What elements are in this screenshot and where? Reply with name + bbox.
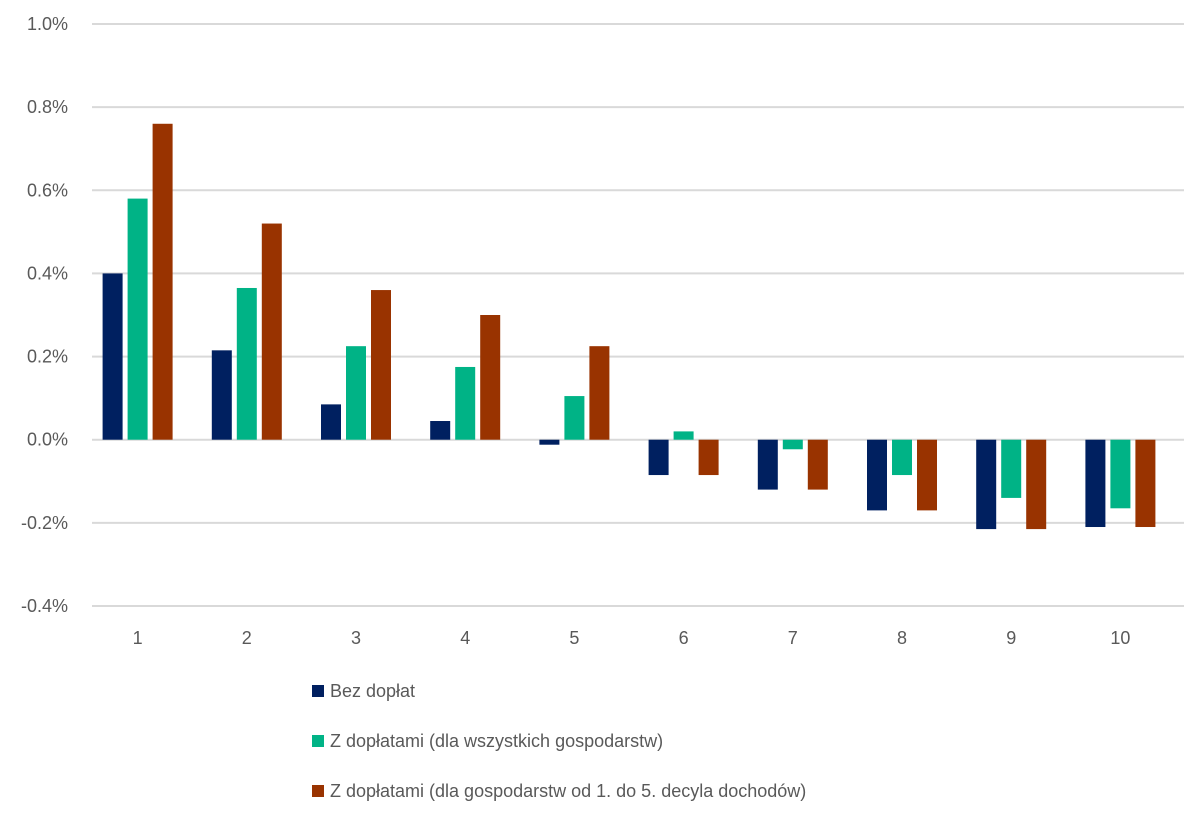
legend-label: Z dopłatami (dla gospodarstw od 1. do 5.… — [330, 780, 807, 801]
x-axis-ticks: 1 2 3 4 5 6 7 8 9 10 — [133, 628, 1131, 648]
bar-series-1-cat-3 — [321, 404, 341, 440]
x-tick-label: 3 — [351, 628, 361, 648]
bar-series-2-cat-6 — [673, 431, 694, 440]
x-tick-label: 5 — [569, 628, 579, 648]
legend-item-2: Z dopłatami (dla wszystkich gospodarstw) — [312, 728, 806, 754]
bar-series-2-cat-10 — [1110, 439, 1131, 509]
y-tick-label: 0.2% — [27, 347, 68, 367]
bar-series-3-cat-3 — [371, 290, 391, 440]
bar-series-1-cat-6 — [648, 439, 669, 476]
bar-series-3-cat-6 — [698, 439, 719, 476]
bar-series-1-cat-9 — [976, 439, 997, 530]
bar-series-2-cat-9 — [1001, 439, 1022, 498]
bar-series-1-cat-5 — [539, 439, 560, 445]
bar-series-3-cat-5 — [589, 346, 610, 440]
legend-swatch — [312, 785, 324, 797]
bar-series-2-cat-7 — [782, 439, 803, 450]
bar-series-2-cat-4 — [455, 366, 476, 440]
bar-chart: 1.0% 0.8% 0.6% 0.4% 0.2% 0.0% -0.2% -0.4% 1 2 3 4 5… — [21, 14, 1184, 648]
bar-series-3-cat-9 — [1026, 439, 1047, 530]
legend-swatch — [312, 685, 324, 697]
legend-swatch — [312, 735, 324, 747]
x-tick-label: 1 — [133, 628, 143, 648]
bar-series-3-cat-10 — [1135, 439, 1156, 528]
bar-series-2-cat-5 — [564, 396, 585, 440]
y-tick-label: 0.8% — [27, 97, 68, 117]
bar-series-3-cat-8 — [917, 439, 937, 511]
y-tick-label: 1.0% — [27, 14, 68, 34]
bar-series-1-cat-10 — [1085, 439, 1106, 528]
x-tick-label: 6 — [679, 628, 689, 648]
legend-item-1: Bez dopłat — [312, 678, 806, 704]
bar-series-1-cat-2 — [211, 350, 232, 440]
x-tick-label: 10 — [1110, 628, 1130, 648]
bar-series-2-cat-2 — [236, 287, 257, 440]
bar-series-2-cat-8 — [892, 439, 912, 476]
bar-series-2-cat-3 — [346, 346, 366, 440]
legend-item-3: Z dopłatami (dla gospodarstw od 1. do 5.… — [312, 778, 806, 804]
x-tick-label: 7 — [788, 628, 798, 648]
bar-series-3-cat-2 — [261, 223, 282, 440]
bars — [102, 123, 1156, 530]
legend: Bez dopłat Z dopłatami (dla wszystkich go… — [312, 678, 806, 828]
bar-series-3-cat-7 — [807, 439, 828, 490]
legend-label: Z dopłatami (dla wszystkich gospodarstw) — [330, 730, 664, 751]
bar-series-1-cat-4 — [430, 421, 451, 440]
y-tick-label: -0.2% — [21, 513, 68, 533]
y-tick-label: -0.4% — [21, 596, 68, 616]
x-tick-label: 2 — [242, 628, 252, 648]
x-tick-label: 8 — [897, 628, 907, 648]
bar-series-2-cat-1 — [127, 198, 148, 440]
bar-series-1-cat-1 — [102, 273, 123, 440]
bar-series-3-cat-4 — [480, 315, 501, 440]
bar-series-1-cat-8 — [867, 439, 887, 511]
y-axis-ticks: 1.0% 0.8% 0.6% 0.4% 0.2% 0.0% -0.2% -0.4% — [21, 14, 68, 616]
x-tick-label: 4 — [460, 628, 470, 648]
y-tick-label: 0.0% — [27, 430, 68, 450]
bar-series-1-cat-7 — [757, 439, 778, 490]
legend-label: Bez dopłat — [330, 680, 416, 701]
x-tick-label: 9 — [1006, 628, 1016, 648]
bar-series-3-cat-1 — [152, 123, 173, 440]
y-tick-label: 0.4% — [27, 263, 68, 283]
y-tick-label: 0.6% — [27, 180, 68, 200]
